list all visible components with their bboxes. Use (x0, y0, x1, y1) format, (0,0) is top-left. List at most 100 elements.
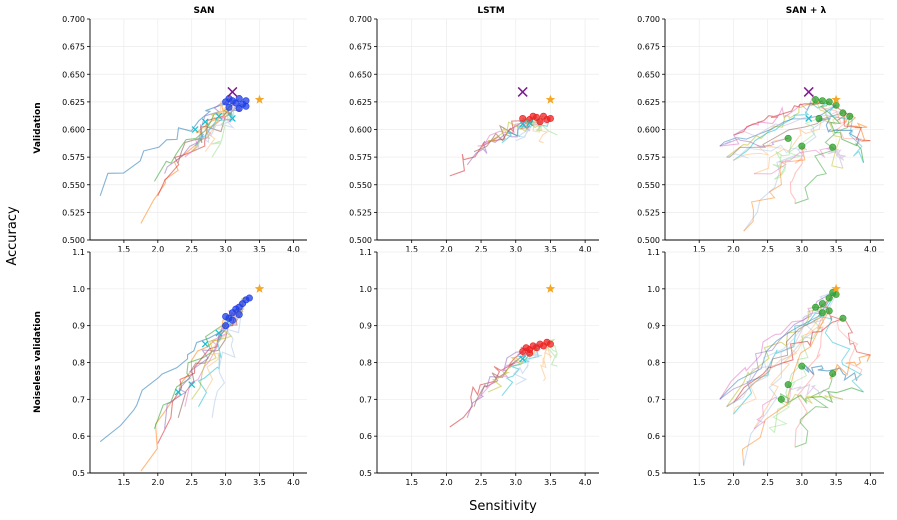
y-tick-label: 1.0 (647, 285, 660, 294)
y-tick-label: 0.550 (62, 181, 85, 190)
y-tick-label: 0.6 (72, 432, 85, 441)
x-tick-label: 3.5 (253, 478, 266, 487)
x-tick-label: 2.5 (185, 245, 198, 254)
endpoint-marker (812, 96, 820, 104)
y-tick-label: 0.500 (637, 236, 660, 245)
endpoint-marker (519, 114, 527, 122)
endpoint-marker (242, 102, 250, 110)
x-tick-label: 3.0 (219, 245, 232, 254)
x-tick-label: 2.0 (440, 245, 453, 254)
y-tick-label: 0.700 (62, 15, 85, 24)
x-tick-label: 4.0 (287, 245, 300, 254)
row-label-noiseless-validation: Noiseless validation (33, 311, 43, 413)
endpoint-marker (812, 303, 820, 311)
cyan-marker (805, 115, 813, 122)
cross-marker (517, 86, 528, 97)
endpoint-marker (222, 312, 230, 320)
star-marker (545, 94, 556, 104)
y-tick-label: 0.650 (637, 70, 660, 79)
cyan-marker (174, 388, 182, 396)
x-tick-label: 3.0 (796, 245, 809, 254)
x-tick-label: 1.5 (405, 245, 418, 254)
x-tick-label: 1.5 (693, 478, 706, 487)
trajectory-line (726, 294, 837, 408)
endpoint-marker (235, 105, 243, 113)
trajectory-line (818, 100, 862, 147)
trajectory-line (211, 314, 242, 418)
panel-3: 1.5 2.0 2.5 3.0 3.5 4.0 0.5 0.6 0.7 0.8 0.9 1.0 1.1 (72, 248, 307, 487)
endpoint-marker (839, 314, 847, 322)
x-tick-label: 3.5 (253, 245, 266, 254)
col-title-lstm: LSTM (477, 6, 504, 16)
endpoint-marker (798, 362, 806, 370)
trajectory-line (781, 393, 844, 405)
endpoint-marker (832, 101, 840, 109)
endpoint-marker (846, 112, 854, 120)
cross-marker (803, 86, 814, 97)
endpoint-marker (529, 112, 537, 120)
cyan-marker (228, 115, 236, 122)
endpoint-marker (829, 370, 837, 378)
y-tick-label: 0.625 (62, 98, 85, 107)
y-tick-label: 0.600 (62, 126, 85, 135)
endpoint-marker (235, 311, 243, 319)
trajectory-line (733, 100, 823, 136)
x-tick-label: 3.0 (796, 478, 809, 487)
endpoint-marker (526, 349, 534, 357)
figure-ylabel: Accuracy (5, 206, 20, 266)
star-marker (545, 283, 556, 293)
y-tick-label: 0.500 (349, 236, 372, 245)
y-tick-label: 0.650 (62, 70, 85, 79)
x-tick-label: 4.0 (579, 478, 592, 487)
cross-marker (227, 86, 238, 97)
y-tick-label: 0.8 (647, 359, 660, 368)
trajectory-line (99, 101, 227, 196)
panel-4: 1.5 2.0 2.5 3.0 3.5 4.0 0.5 0.6 0.7 0.8 0.9 1.0 1.1 (359, 248, 599, 487)
trajectory-line (204, 313, 232, 393)
y-tick-label: 0.7 (72, 395, 85, 404)
y-tick-label: 0.600 (349, 126, 372, 135)
x-tick-label: 4.0 (287, 478, 300, 487)
y-tick-label: 1.1 (359, 248, 372, 257)
y-tick-label: 0.700 (637, 15, 660, 24)
x-tick-label: 1.5 (693, 245, 706, 254)
col-title-san: SAN (194, 6, 215, 16)
trajectory-line (753, 293, 837, 430)
y-tick-label: 0.550 (349, 181, 372, 190)
endpoint-marker (815, 114, 823, 122)
y-tick-label: 0.7 (647, 395, 660, 404)
cyan-marker (526, 119, 534, 127)
trajectory-line (794, 116, 851, 204)
trajectory-line (527, 116, 549, 144)
trajectory-line (829, 353, 871, 380)
x-tick-label: 1.5 (405, 478, 418, 487)
y-tick-label: 0.5 (647, 469, 660, 478)
trajectory-line (789, 145, 808, 204)
y-tick-label: 0.675 (62, 43, 85, 52)
trajectory-line (815, 306, 871, 356)
y-tick-label: 0.8 (72, 359, 85, 368)
trajectory-line (99, 325, 227, 443)
trajectory-line (726, 144, 806, 159)
y-tick-label: 0.525 (62, 208, 85, 217)
x-tick-label: 3.0 (509, 245, 522, 254)
y-tick-label: 0.8 (359, 359, 372, 368)
endpoint-marker (832, 290, 840, 298)
x-tick-label: 1.5 (118, 245, 131, 254)
endpoint-marker (222, 322, 230, 330)
panel-2: 1.5 2.0 2.5 3.0 3.5 4.0 0.500 0.525 0.550 0.575 0.… (637, 15, 884, 254)
trajectory-line (801, 364, 858, 382)
y-tick-label: 0.675 (349, 43, 372, 52)
endpoint-marker (784, 381, 792, 389)
y-tick-label: 0.7 (359, 395, 372, 404)
x-tick-label: 2.5 (761, 245, 774, 254)
panel-1: 1.5 2.0 2.5 3.0 3.5 4.0 0.500 0.525 0.550 0.575 0.… (349, 15, 599, 254)
figure-xlabel: Sensitivity (469, 499, 537, 514)
y-tick-label: 1.1 (647, 248, 660, 257)
x-tick-label: 2.5 (475, 245, 488, 254)
y-tick-label: 0.6 (647, 432, 660, 441)
y-tick-label: 0.500 (62, 236, 85, 245)
cyan-marker (201, 340, 209, 348)
x-tick-label: 4.0 (864, 245, 877, 254)
endpoint-marker (818, 97, 826, 105)
